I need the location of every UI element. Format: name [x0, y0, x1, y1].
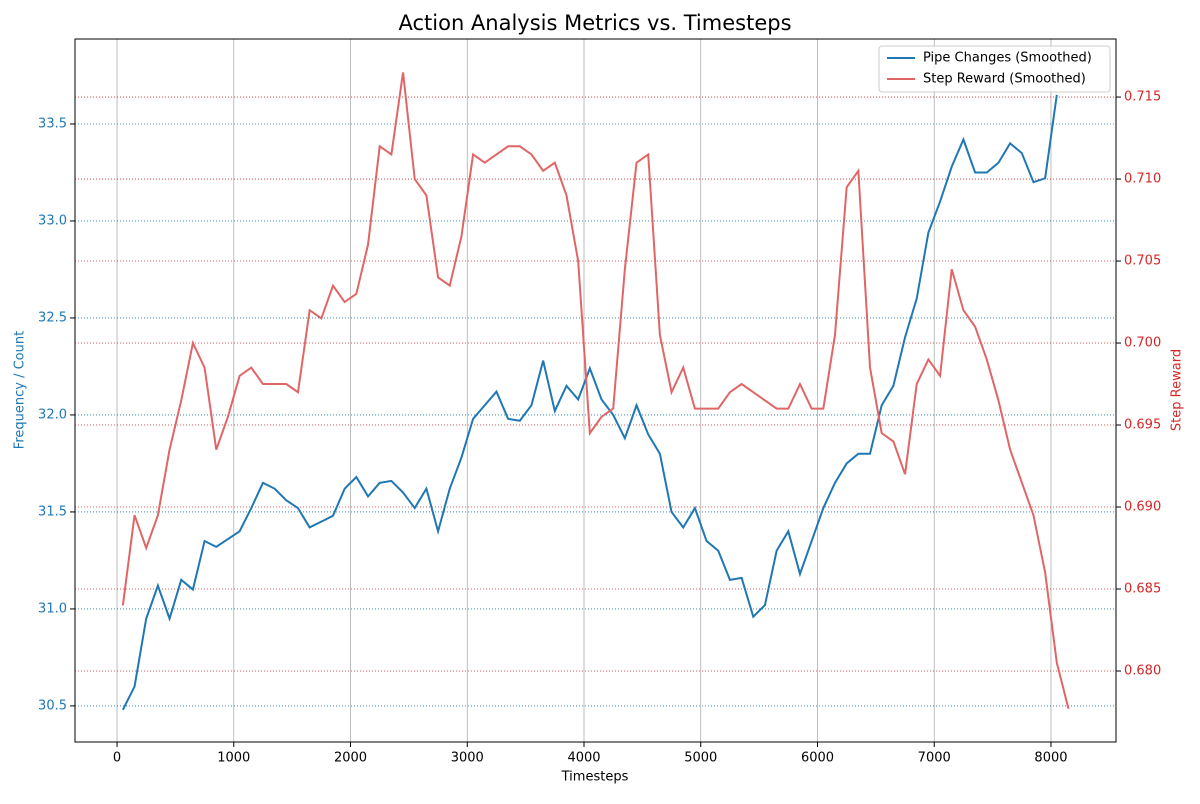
y-tick-label: 31.5	[38, 504, 67, 519]
y2-tick-label: 0.695	[1124, 418, 1161, 433]
x-tick-label: 1000	[217, 751, 250, 766]
y-tick-label: 32.0	[38, 407, 67, 422]
y2-tick-label: 0.710	[1124, 172, 1161, 187]
x-tick-label: 2000	[334, 751, 367, 766]
x-tick-label: 5000	[684, 751, 717, 766]
chart-title: Action Analysis Metrics vs. Timesteps	[398, 11, 791, 35]
y-tick-label: 33.0	[38, 213, 67, 228]
y2-tick-label: 0.690	[1124, 500, 1161, 515]
y2-tick-label: 0.715	[1124, 90, 1161, 105]
x-axis-label: Timesteps	[561, 770, 629, 785]
legend-box	[878, 45, 1111, 93]
y2-tick-label: 0.685	[1124, 582, 1161, 597]
x-tick-label: 7000	[918, 751, 951, 766]
x-tick-label: 4000	[567, 751, 600, 766]
y-tick-label: 33.5	[38, 116, 67, 131]
x-tick-label: 8000	[1034, 751, 1067, 766]
y2-tick-label: 0.705	[1124, 254, 1161, 269]
y2-tick-label: 0.700	[1124, 336, 1161, 351]
y-tick-label: 32.5	[38, 310, 67, 325]
plot-frame	[74, 38, 1117, 743]
y2-axis-label: Step Reward	[1170, 349, 1185, 431]
y-tick-label: 31.0	[38, 601, 67, 616]
x-tick-label: 3000	[451, 751, 484, 766]
x-tick-label: 0	[113, 751, 121, 766]
legend-label: Step Reward (Smoothed)	[923, 72, 1086, 87]
x-tick-label: 6000	[801, 751, 834, 766]
y2-tick-label: 0.680	[1124, 663, 1161, 678]
series-line	[121, 72, 1070, 709]
legend-label: Pipe Changes (Smoothed)	[923, 51, 1092, 66]
y-tick-label: 30.5	[38, 698, 67, 713]
series-line	[121, 94, 1058, 711]
y-axis-label: Frequency / Count	[13, 331, 28, 449]
